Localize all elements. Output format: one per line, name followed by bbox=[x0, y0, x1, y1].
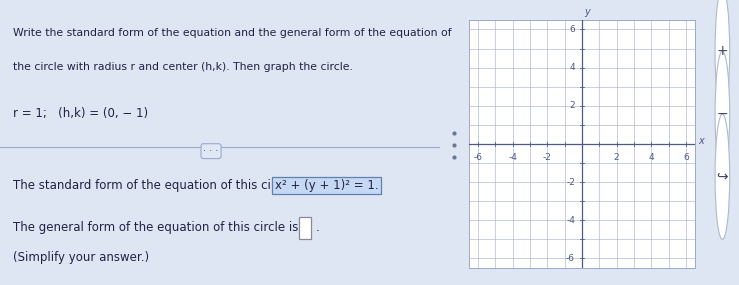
Text: The general form of the equation of this circle is: The general form of the equation of this… bbox=[13, 221, 302, 234]
Text: 2: 2 bbox=[614, 153, 619, 162]
Text: · · ·: · · · bbox=[203, 146, 219, 156]
Text: -2: -2 bbox=[566, 178, 575, 187]
Text: 6: 6 bbox=[569, 25, 575, 34]
Text: 4: 4 bbox=[570, 63, 575, 72]
Text: r = 1;   (h,k) = (0, − 1): r = 1; (h,k) = (0, − 1) bbox=[13, 107, 149, 121]
Circle shape bbox=[715, 114, 729, 239]
Text: 6: 6 bbox=[683, 153, 689, 162]
Text: ↪: ↪ bbox=[717, 170, 728, 184]
Text: 4: 4 bbox=[649, 153, 654, 162]
Text: -6: -6 bbox=[566, 254, 575, 263]
Text: .: . bbox=[316, 221, 319, 234]
Circle shape bbox=[715, 0, 729, 114]
Text: -4: -4 bbox=[566, 216, 575, 225]
Text: the circle with radius r and center (h,k). Then graph the circle.: the circle with radius r and center (h,k… bbox=[13, 62, 353, 72]
Text: x: x bbox=[698, 136, 704, 146]
Text: −: − bbox=[717, 107, 728, 121]
Text: 2: 2 bbox=[570, 101, 575, 110]
Text: The standard form of the equation of this circle is: The standard form of the equation of thi… bbox=[13, 179, 310, 192]
Circle shape bbox=[715, 51, 729, 177]
Text: Write the standard form of the equation and the general form of the equation of: Write the standard form of the equation … bbox=[13, 28, 452, 38]
Text: -6: -6 bbox=[474, 153, 483, 162]
Text: -2: -2 bbox=[543, 153, 552, 162]
Text: +: + bbox=[717, 44, 728, 58]
Text: -4: -4 bbox=[508, 153, 517, 162]
Text: (Simplify your answer.): (Simplify your answer.) bbox=[13, 251, 149, 264]
Text: x² + (y + 1)² = 1.: x² + (y + 1)² = 1. bbox=[275, 179, 378, 192]
Text: y: y bbox=[585, 7, 590, 17]
